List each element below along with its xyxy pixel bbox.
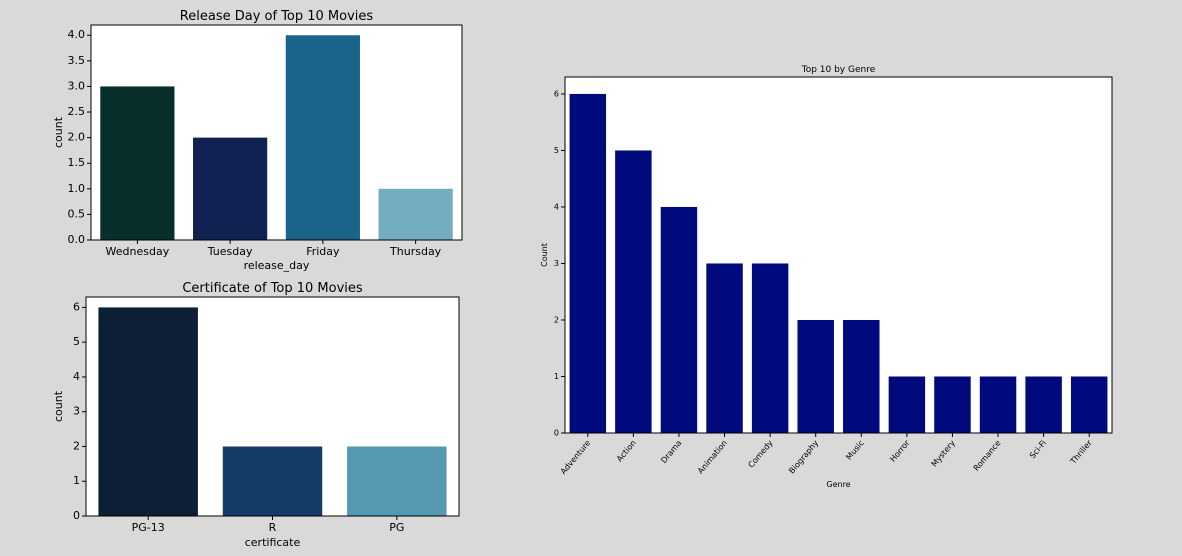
x-tick-label: PG-13 bbox=[132, 521, 165, 534]
y-tick-label: 0.0 bbox=[68, 233, 86, 246]
chart-title: Top 10 by Genre bbox=[801, 65, 876, 75]
x-tick-label: Sci-Fi bbox=[1028, 439, 1048, 461]
release-day-chart: 0.0 0.5 1.0 1.5 2.0 2.5 3.0 3.5 4.0 Wednesday Tues… bbox=[52, 9, 463, 272]
x-tick-label: Tuesday bbox=[207, 245, 253, 258]
x-tick-label: Action bbox=[615, 439, 638, 464]
x-tick-label: Drama bbox=[659, 438, 683, 465]
y-tick-label: 1 bbox=[554, 372, 559, 381]
bar-comedy bbox=[751, 263, 789, 433]
x-tick-label: Thursday bbox=[389, 245, 442, 258]
bar-friday bbox=[285, 35, 360, 240]
bar-sci-fi bbox=[1025, 376, 1062, 433]
y-axis-label: count bbox=[52, 390, 65, 422]
x-axis-label: certificate bbox=[245, 536, 301, 549]
genre-chart: 0 1 2 3 4 5 6 Adventure Action Drama Animation Come… bbox=[540, 65, 1113, 489]
y-tick-label: 6 bbox=[73, 300, 80, 313]
bar-music bbox=[843, 319, 880, 433]
y-tick-label: 0 bbox=[554, 429, 559, 438]
y-tick-label: 4 bbox=[554, 202, 559, 211]
x-tick-label: Thriller bbox=[1068, 438, 1094, 467]
bar-drama bbox=[660, 206, 698, 433]
bar-pg bbox=[347, 446, 447, 516]
y-tick-label: 5 bbox=[554, 146, 559, 155]
bar-mystery bbox=[934, 376, 971, 433]
y-tick-label: 3.0 bbox=[68, 79, 86, 92]
x-axis-label: Genre bbox=[826, 480, 850, 489]
bar-wednesday bbox=[100, 86, 175, 240]
chart-title: Certificate of Top 10 Movies bbox=[182, 281, 363, 296]
bar-action bbox=[615, 150, 652, 433]
chart-title: Release Day of Top 10 Movies bbox=[180, 9, 374, 24]
plot-area bbox=[565, 77, 1112, 433]
bar-horror bbox=[888, 376, 926, 433]
y-tick-label: 6 bbox=[554, 89, 559, 98]
y-tick-label: 2.5 bbox=[68, 105, 86, 118]
certificate-chart: 0 1 2 3 4 5 6 PG-13 R PG Certificate of Top 10 Mov… bbox=[52, 281, 460, 549]
x-tick-label: Horror bbox=[888, 438, 912, 464]
bar-thriller bbox=[1070, 376, 1108, 433]
x-tick-label: Animation bbox=[696, 439, 729, 476]
x-tick-label: Friday bbox=[306, 245, 340, 258]
bar-animation bbox=[706, 263, 743, 433]
y-tick-label: 3 bbox=[554, 259, 559, 268]
x-tick-label: Biography bbox=[787, 438, 820, 475]
y-tick-label: 1.0 bbox=[68, 182, 86, 195]
y-axis-label: Count bbox=[540, 243, 549, 267]
x-axis-label: release_day bbox=[244, 259, 310, 272]
x-tick-label: R bbox=[269, 521, 277, 534]
y-tick-label: 5 bbox=[73, 335, 80, 348]
x-tick-label: PG bbox=[389, 521, 404, 534]
y-tick-label: 2 bbox=[554, 315, 559, 324]
x-tick-label: Comedy bbox=[747, 438, 775, 469]
axes-frame bbox=[90, 24, 463, 241]
bar-adventure bbox=[569, 93, 607, 433]
y-tick-label: 1 bbox=[73, 474, 80, 487]
y-tick-label: 2.0 bbox=[68, 131, 86, 144]
x-tick-label: Romance bbox=[972, 438, 1003, 472]
bar-pg-13 bbox=[98, 307, 198, 516]
x-tick-label: Mystery bbox=[930, 438, 958, 468]
bar-romance bbox=[979, 376, 1017, 433]
x-tick-label: Wednesday bbox=[106, 245, 170, 258]
bar-thursday bbox=[378, 188, 453, 240]
y-axis-label: count bbox=[52, 116, 65, 148]
bar-tuesday bbox=[193, 137, 268, 240]
bar-biography bbox=[797, 319, 834, 433]
y-tick-label: 3.5 bbox=[68, 54, 86, 67]
y-tick-label: 1.5 bbox=[68, 156, 86, 169]
x-tick-label: Music bbox=[844, 439, 866, 462]
y-tick-label: 4 bbox=[73, 370, 80, 383]
bar-r bbox=[222, 446, 323, 516]
y-tick-label: 2 bbox=[73, 439, 80, 452]
y-tick-label: 0.5 bbox=[68, 207, 86, 220]
y-tick-label: 0 bbox=[73, 509, 80, 522]
x-tick-label: Adventure bbox=[559, 438, 593, 476]
y-tick-label: 4.0 bbox=[68, 28, 86, 41]
y-tick-label: 3 bbox=[73, 405, 80, 418]
axes-frame bbox=[564, 76, 1113, 434]
